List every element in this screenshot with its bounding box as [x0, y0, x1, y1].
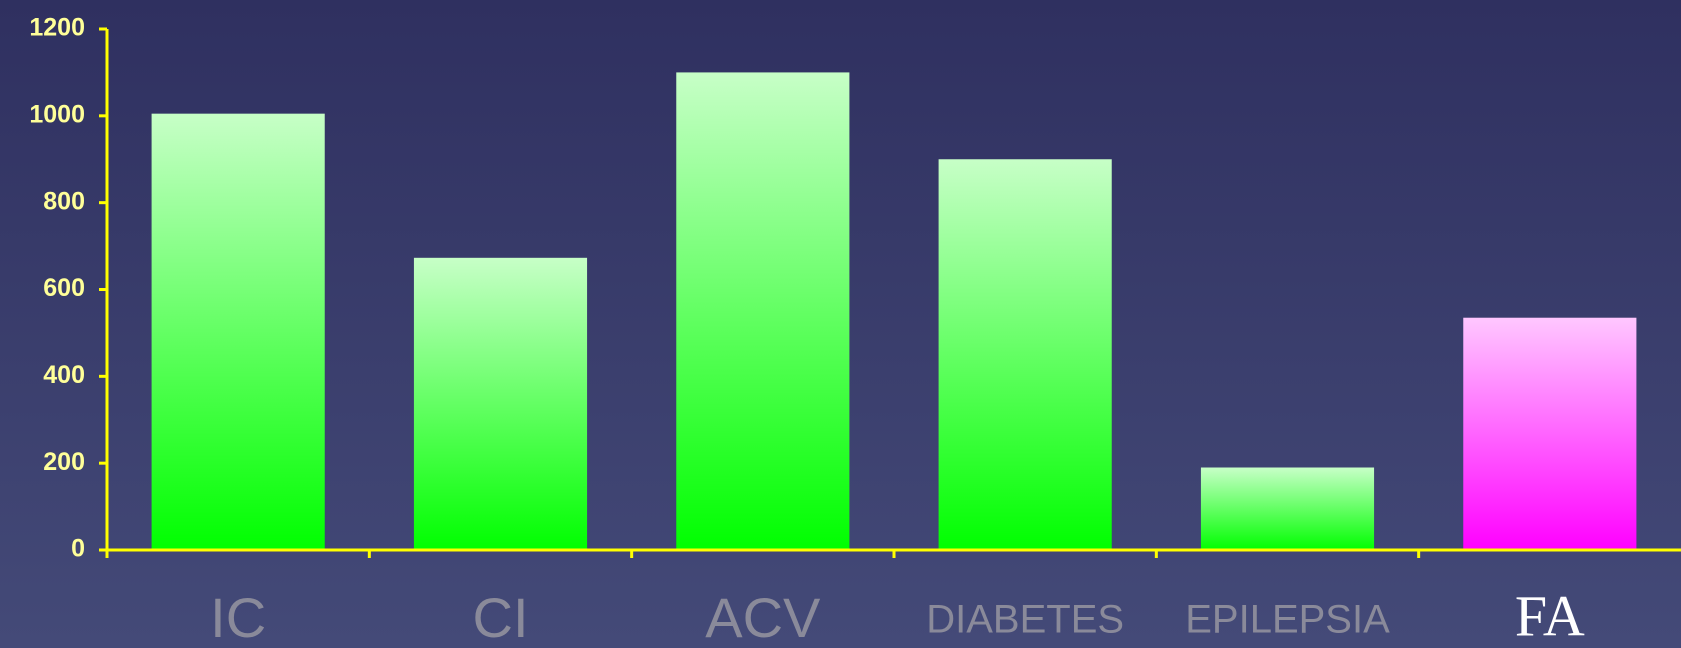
- bar: [676, 72, 850, 551]
- y-tick-label: 1000: [29, 100, 85, 128]
- bar: [151, 113, 325, 550]
- x-tick-label: CI: [473, 586, 529, 648]
- x-tick-label: ACV: [705, 586, 821, 648]
- y-tick-label: 200: [43, 448, 85, 476]
- y-tick-label: 600: [43, 274, 85, 302]
- x-tick-label: EPILEPSIA: [1185, 598, 1390, 642]
- y-tick-label: 1200: [29, 14, 85, 42]
- bar: [938, 159, 1112, 550]
- x-tick-label: FA: [1515, 583, 1585, 648]
- x-tick-label: DIABETES: [926, 598, 1124, 642]
- bar: [413, 257, 588, 550]
- bar: [1200, 467, 1375, 550]
- y-tick-label: 800: [43, 187, 85, 215]
- x-tick-label: IC: [210, 586, 266, 648]
- bar: [1463, 317, 1637, 550]
- y-tick-label: 400: [43, 361, 85, 389]
- y-tick-label: 0: [71, 535, 85, 563]
